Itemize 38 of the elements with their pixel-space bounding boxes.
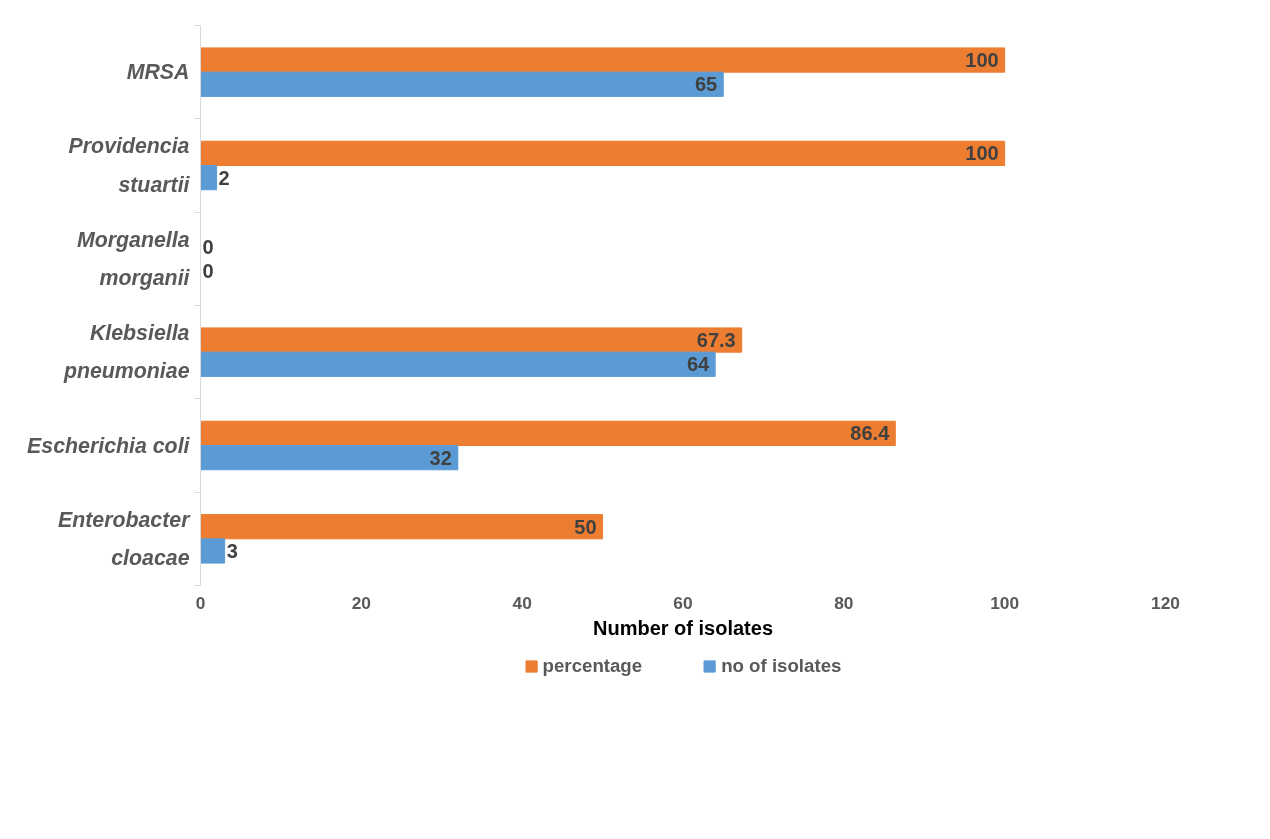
bar: [200, 538, 226, 564]
bar: [200, 514, 604, 540]
data-label: 64: [686, 353, 711, 376]
bar: [200, 420, 896, 446]
bar: [200, 165, 218, 191]
y-tick-label: Escherichia coli: [27, 433, 191, 458]
x-tick-label: 40: [512, 592, 532, 613]
x-tick-label: 60: [673, 592, 693, 613]
data-label: 86.4: [850, 422, 891, 445]
bar: [200, 47, 1006, 73]
data-label: 65: [694, 73, 718, 96]
data-label: 32: [429, 446, 452, 469]
data-label: 3: [226, 539, 238, 562]
y-tick-label: MRSA: [126, 60, 190, 85]
data-label: 67.3: [696, 329, 736, 352]
y-tick-label: Providencia stuartii: [68, 134, 191, 197]
bar: [200, 445, 459, 471]
y-tick-label: Enterobacter cloacae: [57, 507, 192, 571]
data-label: 50: [574, 515, 597, 538]
bar: [200, 140, 1006, 166]
x-tick-label: 20: [351, 592, 371, 613]
y-tick-label: Klebsiella pneumoniae: [62, 320, 190, 384]
bar: [200, 327, 743, 353]
data-label: 2: [218, 166, 230, 189]
x-tick-label: 120: [1151, 592, 1180, 613]
legend-label: percentage: [542, 655, 643, 677]
data-label: 0: [202, 259, 214, 282]
bar: [200, 71, 724, 97]
bar: [200, 351, 716, 377]
data-label: 0: [202, 235, 214, 258]
x-tick-label: 100: [990, 592, 1020, 613]
x-axis-title: Number of isolates: [592, 616, 774, 639]
data-label: 100: [965, 142, 999, 165]
data-label: 100: [965, 49, 999, 72]
legend-label: no of isolates: [721, 655, 842, 677]
y-tick-label: Morganella morganii: [76, 227, 191, 291]
x-tick-label: 0: [195, 592, 206, 613]
x-tick-label: 80: [834, 592, 854, 613]
